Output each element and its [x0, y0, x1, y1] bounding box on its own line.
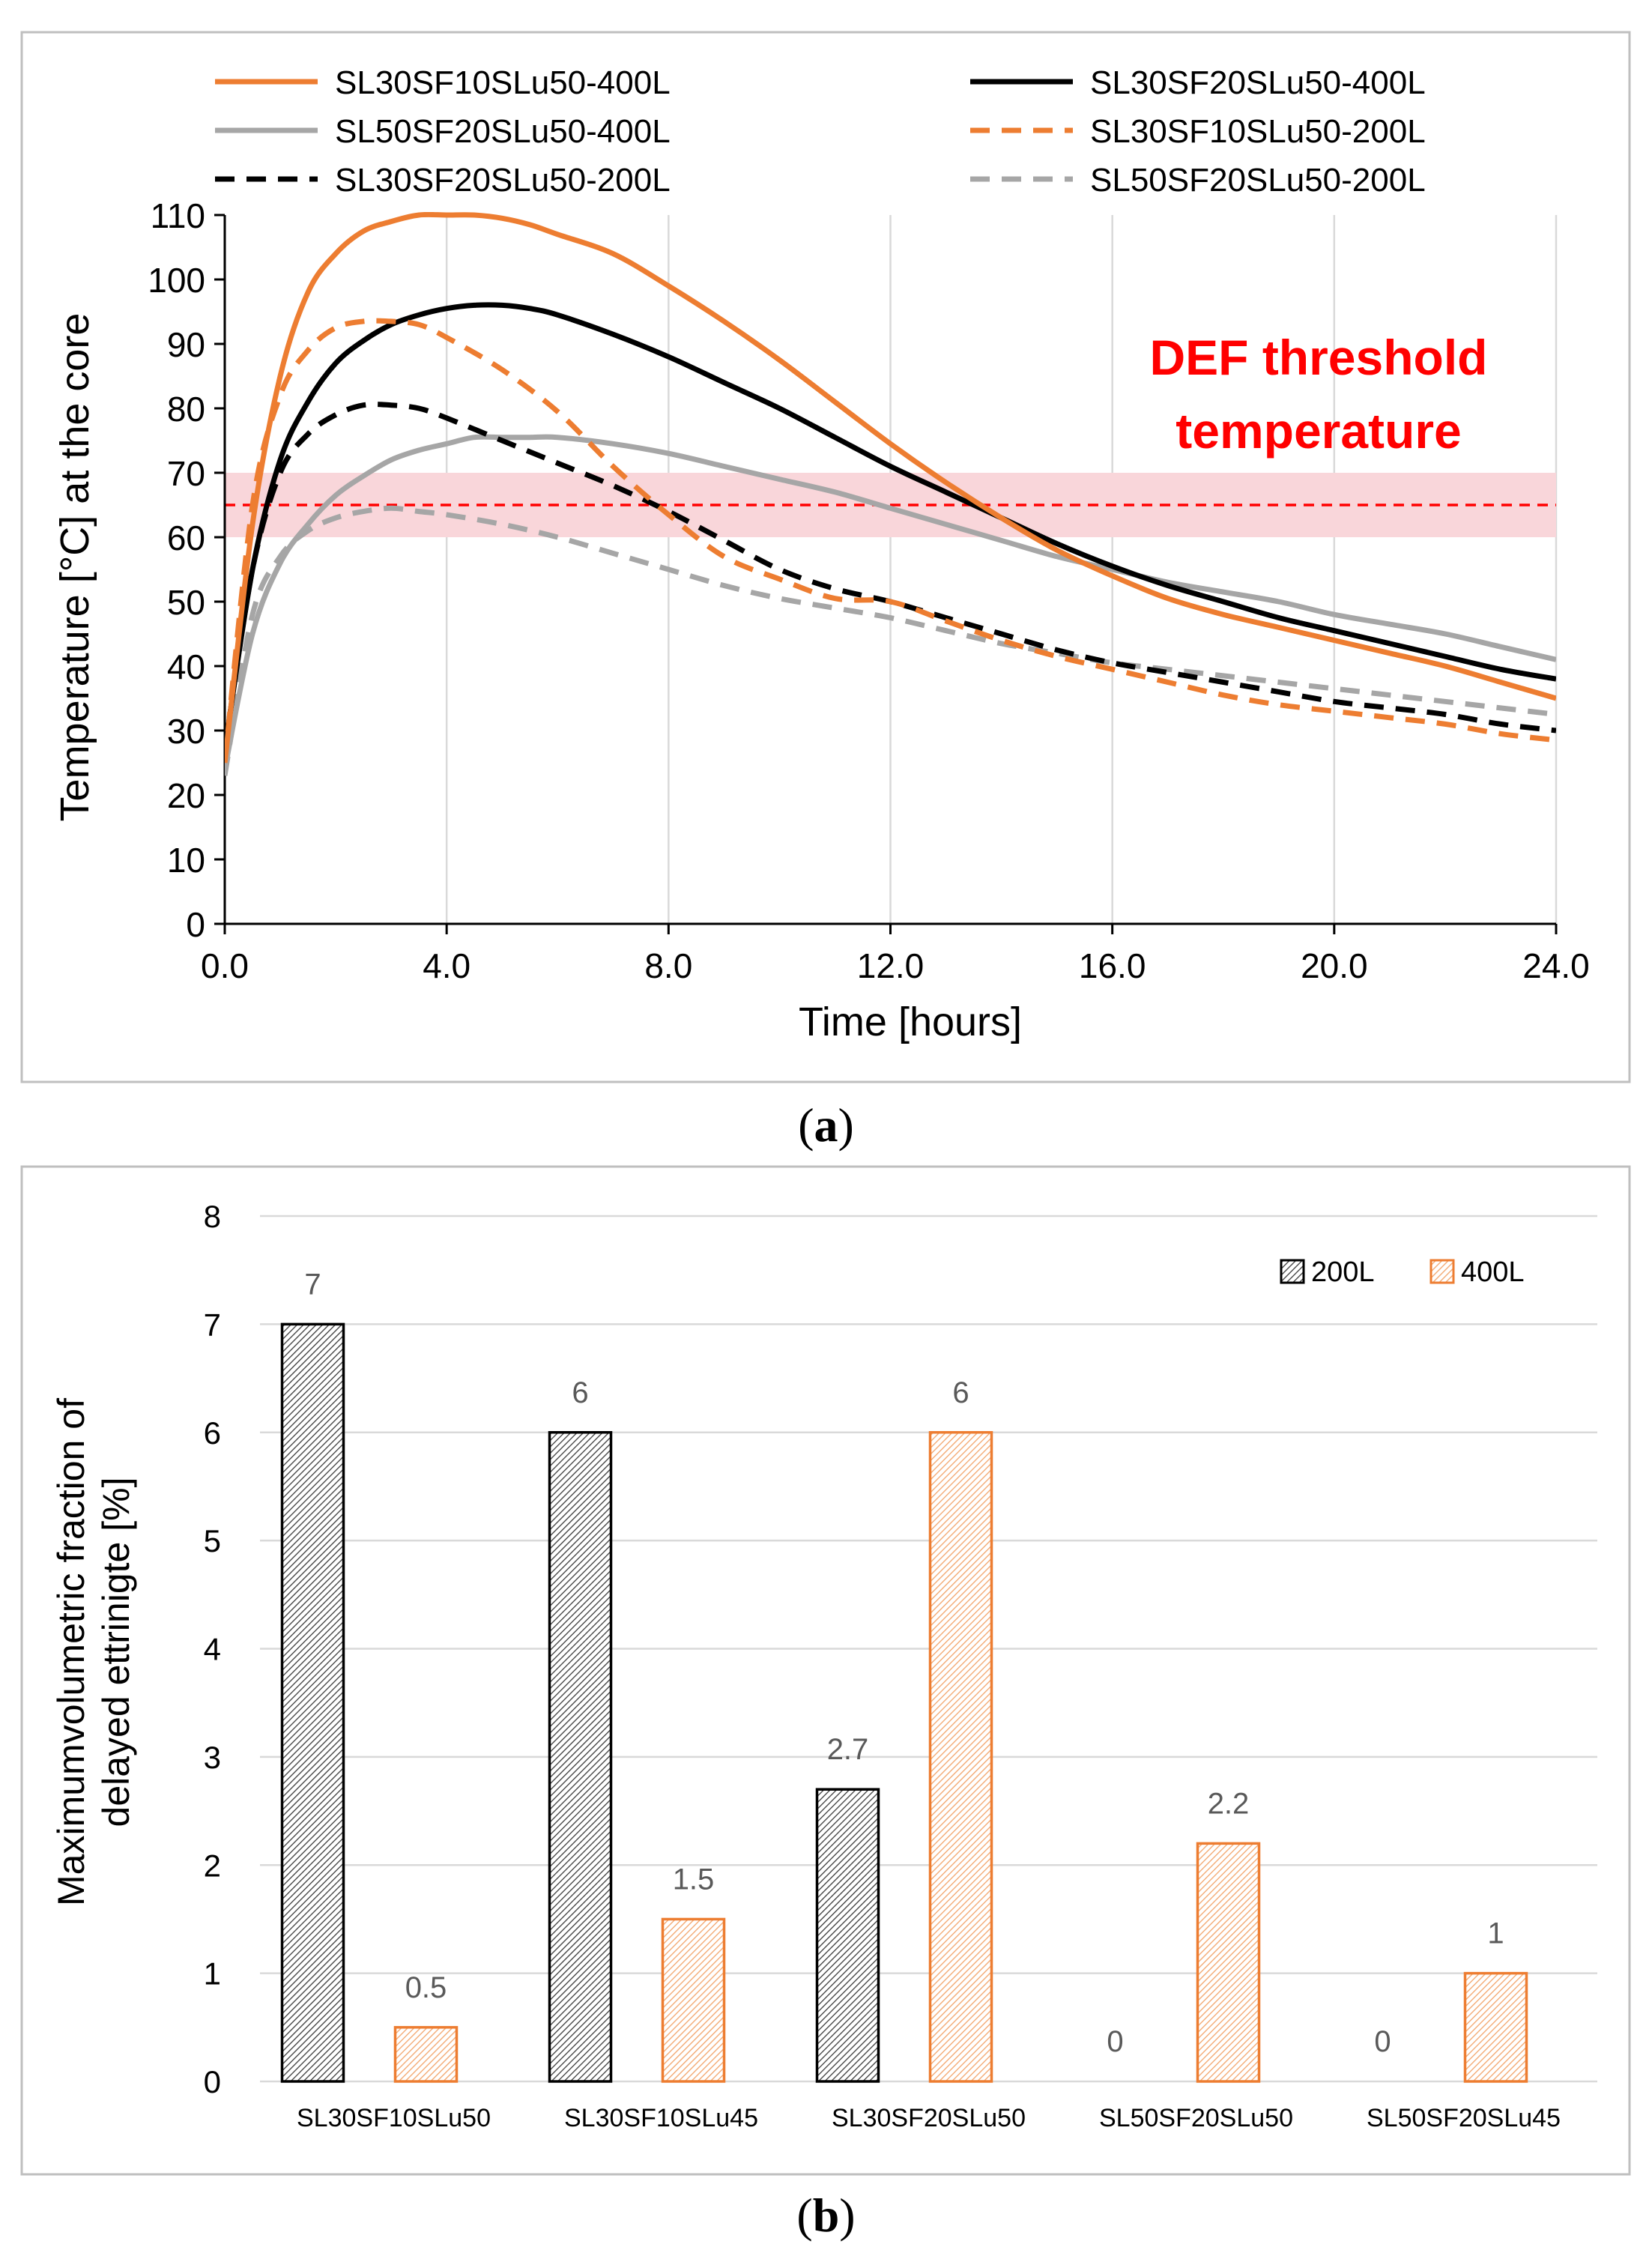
bar-400L-SL30SF20SLu50: [928, 1431, 993, 2083]
legend-label: SL50SF20SLu50-200L: [1090, 162, 1426, 199]
data-label: 2.2: [1208, 1787, 1250, 1820]
legend-label: SL30SF10SLu50-400L: [335, 64, 671, 101]
bar-400L-SL50SF20SLu45: [1463, 1971, 1528, 2083]
x-tick-label: 12.0: [857, 946, 925, 985]
bar-200L-SL30SF10SLu45: [548, 1431, 613, 2083]
x-tick-label: 4.0: [423, 946, 471, 985]
y-tick-label: 30: [167, 712, 205, 751]
y-tick-label: 1: [204, 1956, 221, 1992]
legend-label: SL30SF20SLu50-200L: [335, 162, 671, 199]
panel-b-label: (b): [796, 2189, 856, 2242]
y-axis-label-line2: delayed ettrinigte [%]: [95, 1478, 137, 1827]
x-tick-label: 0.0: [201, 946, 249, 985]
legend-label: SL50SF20SLu50-400L: [335, 113, 671, 150]
x-axis-label: Time [hours]: [799, 1000, 1022, 1044]
series-line-SL50SF20SLu50-400L: [225, 434, 1556, 770]
data-label: 0: [1107, 2025, 1123, 2058]
category-label: SL50SF20SLu50: [1099, 2104, 1293, 2132]
data-label: 7: [304, 1268, 321, 1301]
y-tick-label: 5: [204, 1523, 221, 1558]
y-tick-label: 20: [167, 776, 205, 815]
y-tick-label: 2: [204, 1848, 221, 1883]
chart-a-frame: [20, 31, 1631, 1083]
y-tick-label: 3: [204, 1740, 221, 1775]
legend-swatch: [1429, 1259, 1455, 1284]
x-tick-label: 20.0: [1301, 946, 1368, 985]
x-tick-label: 16.0: [1079, 946, 1146, 985]
ettringite-bar-chart: 7 0.5 6 1.5 2.7 6 0 2.2 0 1 0 1 2 3 4 5 6 7 8 SL30SF10SLu…: [20, 1165, 1631, 2176]
data-label: 6: [952, 1376, 969, 1409]
panel-a-label: (a): [798, 1098, 854, 1152]
temperature-chart: 0 10 20 30 40 50 60 70 80 90 100 110 0.0 4.0 8.0 12.0 1…: [20, 31, 1631, 1083]
legend-label: 200L: [1311, 1257, 1375, 1288]
data-label: 1: [1487, 1917, 1504, 1950]
data-label: 6: [572, 1376, 588, 1409]
def-annotation-line1: DEF threshold: [1149, 330, 1487, 385]
chart-b-frame: [20, 1165, 1631, 2176]
chart-a-legend: SL30SF10SLu50-400L SL30SF20SLu50-400L SL50…: [215, 64, 1426, 199]
category-label: SL30SF10SLu45: [564, 2104, 758, 2132]
y-tick-label: 50: [167, 583, 205, 622]
bar-200L-SL30SF20SLu50: [815, 1788, 880, 2083]
category-label: SL30SF10SLu50: [297, 2104, 491, 2132]
y-axis-label-line1: Maximumvolumetric fraction of: [50, 1398, 92, 1906]
category-label: SL50SF20SLu45: [1367, 2104, 1561, 2132]
series-line-SL30SF20SLu50-200L: [225, 402, 1556, 751]
series-line-SL50SF20SLu50-200L: [225, 505, 1556, 776]
data-label: 0: [1374, 2025, 1391, 2058]
y-tick-label: 8: [204, 1199, 221, 1234]
y-tick-label: 70: [167, 454, 205, 493]
y-tick-label: 6: [204, 1415, 221, 1451]
bar-400L-SL30SF10SLu50: [393, 2026, 459, 2083]
bar-400L-SL50SF20SLu50: [1196, 1842, 1261, 2083]
data-label: 0.5: [405, 1971, 447, 2004]
bar-400L-SL30SF10SLu45: [661, 1917, 726, 2083]
chart-b-legend: 200L 400L: [1280, 1257, 1525, 1288]
y-tick-label: 80: [167, 390, 205, 429]
series-line-SL30SF10SLu50-400L: [225, 212, 1556, 763]
y-tick-label: 0: [204, 2064, 221, 2099]
series-line-SL30SF10SLu50-200L: [225, 318, 1556, 763]
y-tick-label: 40: [167, 647, 205, 686]
legend-label: 400L: [1461, 1257, 1525, 1288]
legend-label: SL30SF10SLu50-200L: [1090, 113, 1426, 150]
y-tick-label: 7: [204, 1307, 221, 1342]
y-axis-label: Temperature [°C] at the core: [52, 313, 97, 822]
x-tick-label: 8.0: [644, 946, 692, 985]
category-label: SL30SF20SLu50: [832, 2104, 1026, 2132]
series-line-SL30SF20SLu50-400L: [225, 302, 1556, 751]
bar-200L-SL30SF10SLu50: [280, 1322, 345, 2083]
y-tick-label: 90: [167, 325, 205, 364]
y-tick-label: 0: [186, 905, 205, 944]
legend-label: SL30SF20SLu50-400L: [1090, 64, 1426, 101]
y-tick-label: 110: [151, 196, 205, 235]
data-label: 1.5: [673, 1863, 715, 1896]
y-tick-label: 60: [167, 518, 205, 557]
data-label: 2.7: [827, 1733, 869, 1766]
y-tick-label: 10: [167, 841, 205, 880]
y-tick-label: 4: [204, 1632, 221, 1667]
legend-swatch: [1280, 1259, 1305, 1284]
y-tick-label: 100: [148, 261, 205, 300]
def-annotation-line2: temperature: [1176, 403, 1461, 459]
x-tick-label: 24.0: [1522, 946, 1590, 985]
